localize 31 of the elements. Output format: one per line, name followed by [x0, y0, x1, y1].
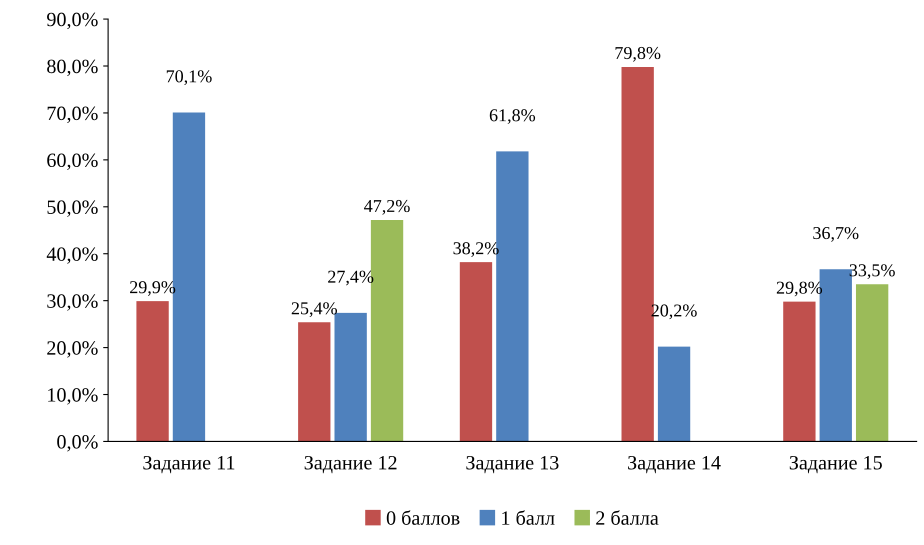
y-tick-label: 20,0%	[47, 341, 98, 358]
y-tick-label: 90,0%	[47, 12, 98, 30]
y-tick-label: 60,0%	[47, 153, 98, 170]
y-tick-label: 50,0%	[48, 200, 98, 217]
x-tick-label: Задание 14	[628, 456, 721, 474]
legend-label: 2 балла	[596, 510, 659, 525]
x-tick-label: Задание 13	[466, 456, 559, 474]
bar	[658, 346, 690, 442]
data-label: 79,8%	[616, 46, 660, 62]
data-label: 25,4%	[292, 302, 337, 318]
data-label: 47,2%	[364, 200, 410, 215]
x-tick-label: Задание 15	[790, 456, 882, 474]
data-label: 70,1%	[166, 70, 212, 86]
y-tick-label: 10,0%	[48, 388, 98, 405]
x-tick-label: Задание 12	[304, 456, 396, 474]
legend-label: 1 балл	[502, 510, 555, 525]
bar	[856, 284, 888, 442]
data-label: 33,5%	[850, 264, 895, 279]
x-tick-label: Задание 11	[143, 456, 234, 474]
bar	[136, 301, 169, 442]
bar	[298, 322, 330, 442]
data-label: 36,7%	[813, 226, 858, 242]
bar	[460, 262, 492, 442]
y-tick-label: 30,0%	[47, 294, 98, 311]
bar	[783, 302, 816, 442]
y-tick-label: 0,0%	[57, 435, 98, 452]
y-tick-label: 40,0%	[46, 247, 98, 264]
data-label: 61,8%	[490, 109, 536, 124]
y-tick-label: 80,0%	[47, 60, 98, 76]
legend-label: 0 баллов	[386, 510, 460, 525]
y-tick-label: 70,0%	[48, 106, 98, 124]
